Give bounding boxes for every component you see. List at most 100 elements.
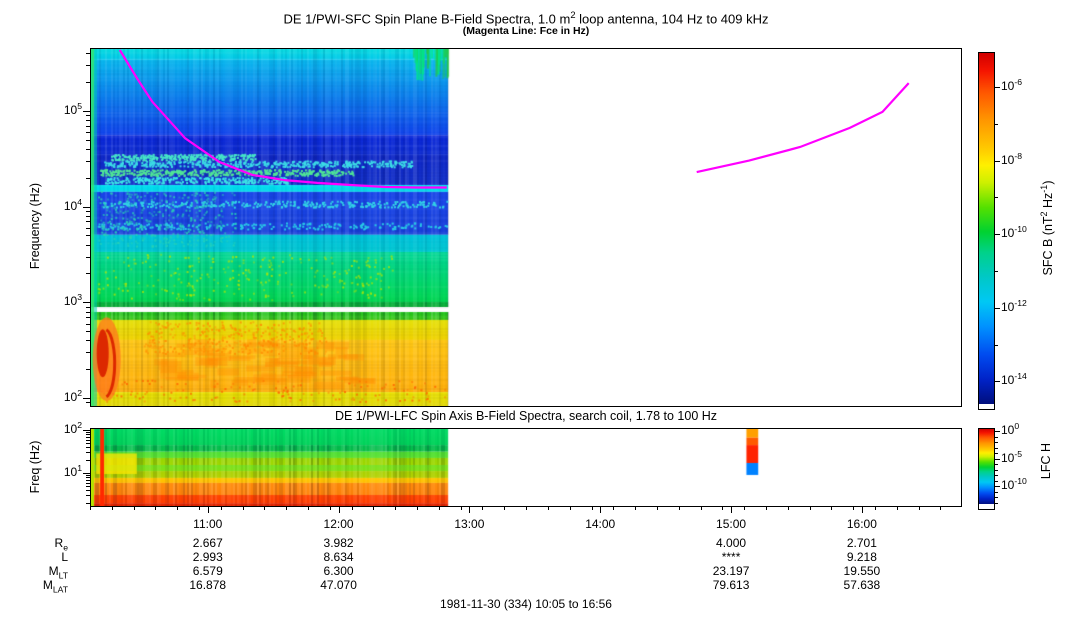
sfc-y-tick-label: 105 <box>63 100 82 117</box>
x-minor-tick <box>853 507 855 510</box>
lfc-cbar-tick <box>995 480 998 482</box>
sfc-y-minor-tick <box>86 115 90 117</box>
x-minor-tick <box>787 507 789 510</box>
x-tick-label: 15:00 <box>716 517 747 531</box>
sfc-y-minor-tick <box>86 352 90 354</box>
lfc-y-minor-tick <box>86 503 90 505</box>
sfc-spectrogram-panel <box>90 48 962 407</box>
ephemeris-value: 9.218 <box>846 550 877 564</box>
sfc-y-minor-tick <box>86 311 90 313</box>
lfc-y-tick-label: 101 <box>63 463 82 479</box>
sfc-y-minor-tick <box>86 139 90 141</box>
sfc-y-minor-tick <box>86 160 90 162</box>
x-minor-tick <box>351 507 353 510</box>
lfc-y-minor-tick <box>86 439 90 441</box>
lfc-cbar-tick-label: 10-5 <box>1001 448 1023 465</box>
sfc-y-minor-tick <box>86 148 90 150</box>
x-minor-tick <box>744 507 746 510</box>
sfc-y-major-tick <box>83 206 90 208</box>
x-minor-tick <box>220 507 222 510</box>
ephemeris-value: 16.878 <box>189 578 227 592</box>
x-minor-tick <box>308 507 310 510</box>
lfc-spectrogram-canvas <box>91 429 961 506</box>
sfc-cbar-tick <box>995 381 1000 383</box>
lfc-y-minor-tick <box>86 477 90 479</box>
x-minor-tick <box>809 507 811 510</box>
sfc-y-tick-label: 104 <box>63 196 82 213</box>
lfc-colorbar <box>978 428 995 510</box>
sfc-y-major-tick <box>83 110 90 112</box>
x-minor-tick <box>831 507 833 510</box>
ephemeris-value: 8.634 <box>323 550 354 564</box>
x-minor-tick <box>656 507 658 510</box>
sfc-y-minor-tick <box>86 132 90 134</box>
lfc-cbar-tick <box>995 431 1000 432</box>
lfc-cbar-tick-label: 10-10 <box>1001 476 1027 492</box>
x-tick-label: 11:00 <box>193 517 223 531</box>
lfc-cbar-tick <box>995 442 998 443</box>
sfc-y-major-tick <box>83 398 90 399</box>
lfc-y-minor-tick <box>86 436 90 438</box>
ephemeris-row-label: L <box>61 550 68 564</box>
ephemeris-row-label: MLT <box>48 564 68 581</box>
sfc-cbar-tick <box>995 344 998 346</box>
lfc-y-major-tick <box>83 473 90 474</box>
lfc-title: DE 1/PWI-LFC Spin Axis B-Field Spectra, … <box>334 409 718 423</box>
sfc-cbar-tick <box>995 307 1000 309</box>
sfc-y-minor-tick <box>86 306 90 308</box>
x-minor-tick <box>722 507 724 510</box>
lfc-cbar-tick <box>995 491 998 493</box>
x-minor-tick <box>373 507 375 510</box>
sfc-y-minor-tick <box>86 82 90 84</box>
x-minor-tick <box>569 507 571 510</box>
lfc-y-minor-tick <box>86 495 90 497</box>
lfc-y-minor-tick <box>86 431 90 433</box>
x-tick-label: 14:00 <box>585 517 616 531</box>
sfc-y-minor-tick <box>86 227 90 229</box>
sfc-y-minor-tick <box>86 235 90 237</box>
ephemeris-value: 57.638 <box>843 578 881 592</box>
x-minor-tick <box>700 507 702 510</box>
x-tick-label: 13:00 <box>454 517 485 531</box>
lfc-spectrogram-panel <box>90 428 962 507</box>
x-minor-tick <box>133 507 135 510</box>
lfc-y-minor-tick <box>86 452 90 454</box>
sfc-y-minor-tick <box>86 244 90 246</box>
x-minor-tick <box>896 507 898 510</box>
x-major-tick <box>338 507 340 513</box>
lfc-cbar-tick <box>995 475 998 476</box>
lfc-cbar-tick <box>995 436 998 438</box>
ephemeris-value: 6.579 <box>192 564 223 578</box>
sfc-y-minor-tick <box>86 340 90 342</box>
sfc-y-minor-tick <box>86 221 90 223</box>
lfc-cbar-tick-label: 100 <box>1001 421 1020 437</box>
sfc-cbar-tick <box>995 270 998 272</box>
x-minor-tick <box>438 507 440 510</box>
sfc-y-minor-tick <box>86 177 90 179</box>
ephemeris-value: 79.613 <box>712 578 750 592</box>
lfc-cbar-tick <box>995 486 1000 487</box>
lfc-cbar-tick <box>995 447 998 449</box>
sfc-colorbar <box>978 52 995 410</box>
sfc-y-minor-tick <box>86 369 90 371</box>
x-minor-tick <box>155 507 157 510</box>
x-minor-tick <box>918 507 920 510</box>
ephemeris-row-label: Re <box>54 536 68 553</box>
lfc-y-minor-tick <box>86 485 90 487</box>
x-minor-tick <box>264 507 266 510</box>
x-minor-tick <box>504 507 506 510</box>
sfc-cbar-tick <box>995 123 998 125</box>
sfc-y-minor-tick <box>86 53 90 55</box>
x-minor-tick <box>417 507 419 510</box>
ephemeris-value: 3.982 <box>323 536 354 550</box>
x-minor-tick <box>765 507 767 510</box>
x-minor-tick <box>635 507 637 510</box>
x-minor-tick <box>395 507 397 510</box>
x-minor-tick <box>613 507 615 510</box>
x-major-tick <box>861 507 863 513</box>
lfc-y-minor-tick <box>86 447 90 449</box>
sfc-colorbar-canvas <box>979 53 994 404</box>
x-minor-tick <box>591 507 593 510</box>
